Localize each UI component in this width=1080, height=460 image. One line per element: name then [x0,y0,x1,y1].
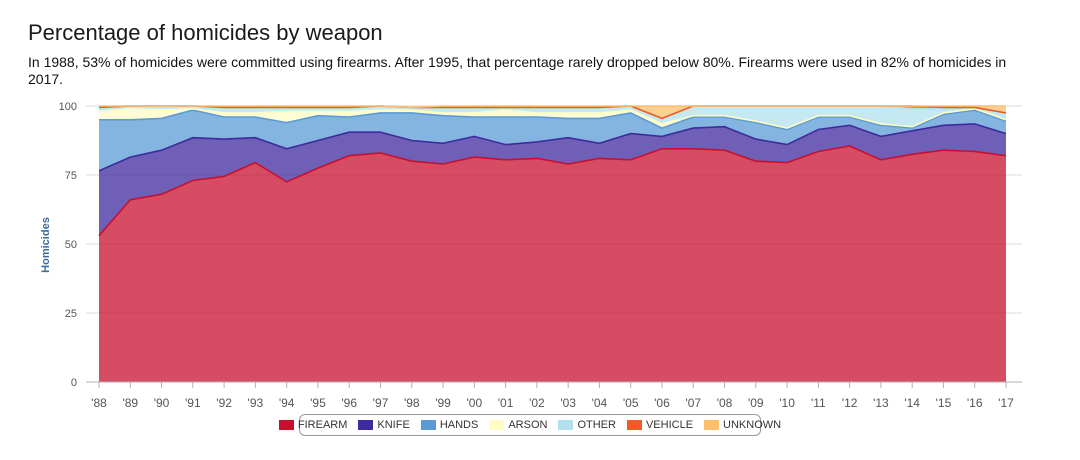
x-tick-label: '92 [216,396,232,410]
x-tick-label: '99 [435,396,451,410]
y-tick-label: 75 [65,170,77,182]
x-tick-label: '03 [560,396,576,410]
line-hands [99,109,1007,131]
legend-label: VEHICLE [645,419,694,431]
legend-item-unknown[interactable]: UNKNOWN [704,419,781,431]
legend-swatch [358,420,374,430]
chart-legend: FIREARM KNIFE HANDS ARSON OTHER VEHICLE UNKNOW… [278,414,781,436]
x-tick-label: '04 [592,396,608,410]
y-tick-label: 50 [65,239,77,251]
area-other[interactable] [99,106,1006,129]
x-tick-label: '88 [91,396,107,410]
x-tick-label: '13 [873,396,889,410]
chart-title: Percentage of homicides by weapon [28,20,383,45]
line-unknown [99,105,1006,109]
stacked-area-chart: 0 25 50 75 100 '88 '89 '90 '91 '92 '93 '94 '95 '96 '9… [40,101,1022,410]
x-tick-label: '12 [842,396,858,410]
x-tick-label: '14 [904,396,920,410]
x-tick-label: '94 [279,396,295,410]
area-hands[interactable] [99,110,1006,171]
x-tick-label: '07 [685,396,701,410]
x-tick-label: '91 [185,396,201,410]
legend-swatch [704,420,720,430]
x-tick-label: '98 [404,396,420,410]
legend-item-other[interactable]: OTHER [558,419,616,431]
legend-item-knife[interactable]: KNIFE [358,419,410,431]
x-tick-label: '90 [154,396,170,410]
legend-item-arson[interactable]: ARSON [489,419,547,431]
legend-item-hands[interactable]: HANDS [420,419,479,431]
chart-subtitle: In 1988, 53% of homicides were committed… [28,54,1007,87]
area-firearm[interactable] [99,146,1006,382]
legend-swatch [558,420,574,430]
y-tick-label: 100 [59,101,77,113]
area-vehicle[interactable] [99,106,1006,119]
x-tick-label: '95 [310,396,326,410]
line-knife [98,123,1007,172]
line-arson [98,107,1007,129]
x-tick-label: '97 [373,396,389,410]
x-tick-label: '05 [623,396,639,410]
x-tick-label: '15 [936,396,952,410]
x-tick-label: '16 [967,396,983,410]
legend-label: ARSON [508,419,548,431]
line-firearm [98,145,1007,237]
x-axis: '88 '89 '90 '91 '92 '93 '94 '95 '96 '97 '98 '99 '00 '… [86,381,1022,410]
x-tick-label: '10 [779,396,795,410]
x-tick-label: '11 [811,396,826,410]
legend-swatch [420,420,436,430]
x-tick-label: '93 [248,396,264,410]
y-tick-label: 0 [71,377,77,389]
x-tick-label: '96 [341,396,357,410]
x-tick-label: '06 [654,396,670,410]
area-knife[interactable] [99,123,1006,236]
x-tick-label: '02 [529,396,545,410]
y-axis-ticks: 0 25 50 75 100 [59,101,77,389]
legend-item-firearm[interactable]: FIREARM [278,419,348,431]
legend-swatch [278,420,294,430]
x-tick-label: '00 [466,396,482,410]
legend-label: KNIFE [377,419,410,431]
y-tick-label: 25 [65,308,77,320]
y-axis-label: Homicides [40,217,52,273]
area-arson[interactable] [99,108,1006,130]
legend-swatch [489,420,505,430]
x-tick-label: '89 [122,396,138,410]
x-tick-label: '08 [717,396,733,410]
legend-item-vehicle[interactable]: VEHICLE [626,419,694,431]
series-areas[interactable] [99,106,1006,382]
series-lines [98,105,1007,237]
x-tick-label: '09 [748,396,764,410]
legend-swatch [626,420,642,430]
x-tick-label: '01 [498,396,514,410]
legend-label: FIREARM [297,419,348,431]
legend-label: HANDS [439,419,479,431]
legend-label: OTHER [577,419,616,431]
legend-label: UNKNOWN [723,419,782,431]
x-tick-label: '17 [998,396,1014,410]
